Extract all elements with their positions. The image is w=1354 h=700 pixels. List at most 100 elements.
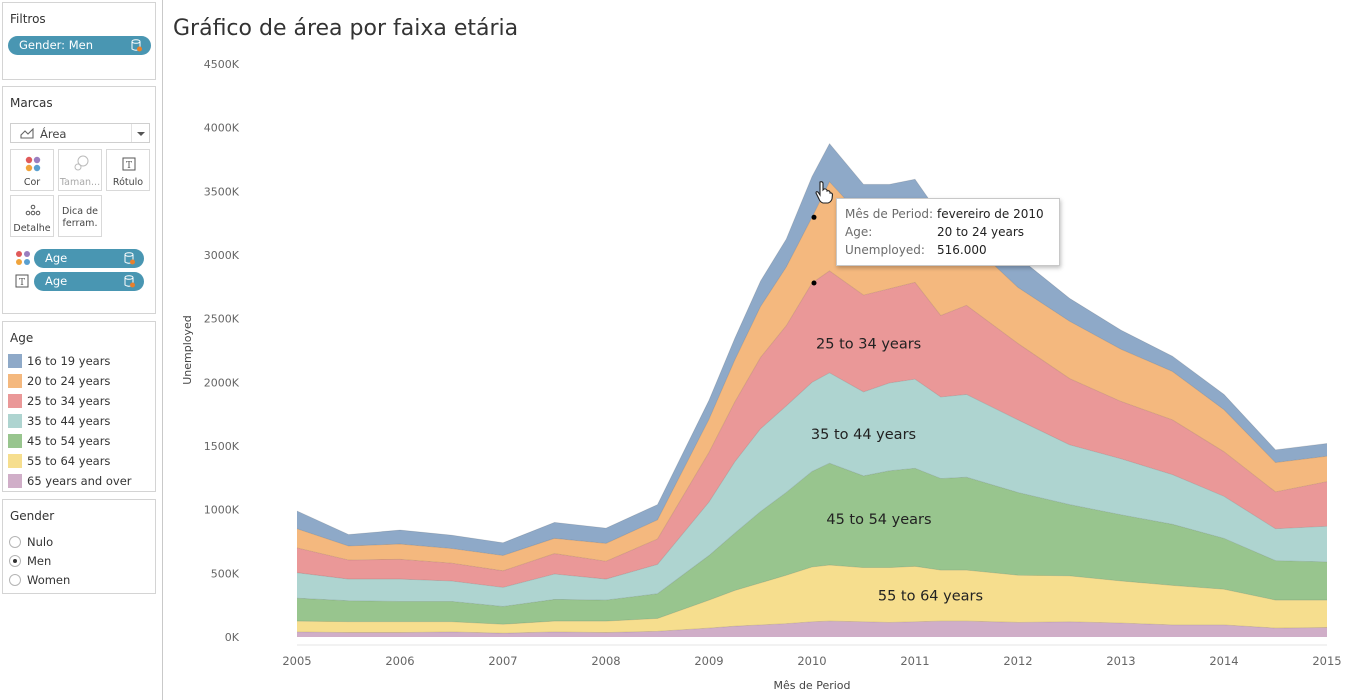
hover-marker-top xyxy=(811,214,817,220)
y-tick-label: 2500K xyxy=(204,313,240,326)
filter-pill-label: Gender: Men xyxy=(19,38,93,52)
x-tick-label: 2009 xyxy=(694,654,723,668)
chart-tooltip: Mês de Period: fevereiro de 2010 Age: 20… xyxy=(836,198,1060,266)
area-label: 35 to 44 years xyxy=(811,427,916,443)
legend-label: 16 to 19 years xyxy=(27,354,111,368)
series-edge-line xyxy=(296,372,1328,588)
y-tick-label: 4500K xyxy=(204,58,240,71)
age-legend-card: Age 16 to 19 years 20 to 24 years 25 to 34… xyxy=(2,321,156,492)
tooltip-value: 516.000 xyxy=(937,243,987,257)
radio-button-selected[interactable] xyxy=(9,555,21,567)
x-tick-label: 2006 xyxy=(385,654,414,668)
legend-label: 25 to 34 years xyxy=(27,394,111,408)
gender-option-label: Men xyxy=(27,554,52,568)
label-age-pill-label: Age xyxy=(45,274,68,288)
text-label-icon: T xyxy=(15,274,29,288)
x-tick-label: 2014 xyxy=(1209,654,1238,668)
tooltip-key: Mês de Period: xyxy=(845,207,934,221)
y-tick-label: 0K xyxy=(225,631,240,644)
legend-label: 20 to 24 years xyxy=(27,374,111,388)
chart-title: Gráfico de área por faixa etária xyxy=(173,16,519,41)
color-button[interactable]: Cor xyxy=(10,149,54,191)
tooltip-value: 20 to 24 years xyxy=(937,225,1025,239)
area-chart-icon xyxy=(20,128,34,139)
age-legend-title: Age xyxy=(10,331,34,345)
sidebar: Filtros Gender: Men Marcas Área xyxy=(0,0,160,700)
legend-swatch xyxy=(8,354,22,368)
gender-filter-title: Gender xyxy=(10,509,55,523)
gender-filter-card: Gender Nulo Men Women xyxy=(2,499,156,594)
y-tick-label: 2000K xyxy=(204,376,240,389)
series-edge-line xyxy=(296,620,1328,634)
hand-pointer-icon xyxy=(815,181,834,204)
detail-button[interactable]: Detalhe xyxy=(10,195,54,237)
radio-button[interactable] xyxy=(9,536,21,548)
color-age-pill[interactable]: Age xyxy=(34,249,144,268)
gender-option-label: Women xyxy=(27,573,71,587)
legend-swatch xyxy=(8,414,22,428)
area-65-years-and-over[interactable] xyxy=(297,621,1327,637)
y-tick-label: 3000K xyxy=(204,249,240,262)
legend-label: 55 to 64 years xyxy=(27,454,111,468)
label-button-label: Rótulo xyxy=(112,177,144,188)
legend-swatch xyxy=(8,374,22,388)
svg-text:T: T xyxy=(126,161,132,171)
area-45-to-54-years[interactable] xyxy=(297,463,1327,625)
label-age-pill[interactable]: Age xyxy=(34,272,144,291)
svg-text:T: T xyxy=(19,278,25,288)
series-edge-line xyxy=(296,564,1327,625)
size-button-label: Taman... xyxy=(59,177,101,188)
size-button[interactable]: Taman... xyxy=(58,149,102,191)
legend-swatch xyxy=(8,454,22,468)
area-55-to-64-years[interactable] xyxy=(297,565,1327,634)
mark-type-label: Área xyxy=(40,127,67,141)
color-dots-icon xyxy=(25,156,41,172)
color-age-pill-label: Age xyxy=(45,251,68,265)
gender-option-label: Nulo xyxy=(27,535,54,549)
filters-card: Filtros Gender: Men xyxy=(2,2,156,80)
series-edge-line xyxy=(296,462,1328,607)
y-axis-title: Unemployed xyxy=(181,315,194,385)
tooltip-button-label: Dica de ferram. xyxy=(62,206,98,229)
x-tick-label: 2007 xyxy=(488,654,517,668)
marks-title: Marcas xyxy=(10,96,53,110)
radio-button[interactable] xyxy=(9,574,21,586)
x-tick-label: 2008 xyxy=(591,654,620,668)
color-button-label: Cor xyxy=(23,177,41,188)
database-filter-icon xyxy=(124,252,135,265)
x-tick-label: 2011 xyxy=(900,654,929,668)
text-label-icon: T xyxy=(122,157,136,171)
y-tick-label: 500K xyxy=(211,567,240,580)
area-35-to-44-years[interactable] xyxy=(297,372,1327,607)
detail-button-label: Detalhe xyxy=(13,223,51,234)
legend-label: 35 to 44 years xyxy=(27,414,111,428)
y-tick-label: 1000K xyxy=(204,504,240,517)
filters-title: Filtros xyxy=(10,12,46,26)
x-axis-title: Mês de Period xyxy=(773,679,850,692)
x-tick-label: 2005 xyxy=(282,654,311,668)
area-20-to-24-years[interactable] xyxy=(297,181,1327,571)
area-chart[interactable]: 0K 500K 1000K 1500K 2000K 2500K 3000K 3500K 4000… xyxy=(163,0,1354,700)
series-edge-line xyxy=(296,270,1328,572)
tooltip-key: Unemployed: xyxy=(845,243,925,257)
tooltip-key: Age: xyxy=(845,225,873,239)
mark-type-dropdown[interactable]: Área xyxy=(10,123,150,143)
series-edge-line xyxy=(296,142,1328,544)
hover-marker-bottom xyxy=(811,280,817,286)
dropdown-arrow[interactable] xyxy=(131,124,149,142)
label-button[interactable]: T Rótulo xyxy=(106,149,150,191)
filter-pill-gender[interactable]: Gender: Men xyxy=(8,36,151,55)
tooltip-button[interactable]: Dica de ferram. xyxy=(58,195,102,237)
marks-card: Marcas Área Cor Taman... xyxy=(2,86,156,314)
main-divider xyxy=(162,0,163,700)
area-label: 25 to 34 years xyxy=(816,336,921,352)
area-label: 55 to 64 years xyxy=(878,589,983,605)
area-25-to-34-years[interactable] xyxy=(297,270,1327,588)
y-tick-label: 4000K xyxy=(204,122,240,135)
database-filter-icon xyxy=(124,275,135,288)
chevron-down-icon xyxy=(137,132,145,136)
database-filter-icon xyxy=(131,39,142,52)
y-tick-label: 3500K xyxy=(204,185,240,198)
legend-label: 45 to 54 years xyxy=(27,434,111,448)
x-tick-label: 2010 xyxy=(797,654,826,668)
